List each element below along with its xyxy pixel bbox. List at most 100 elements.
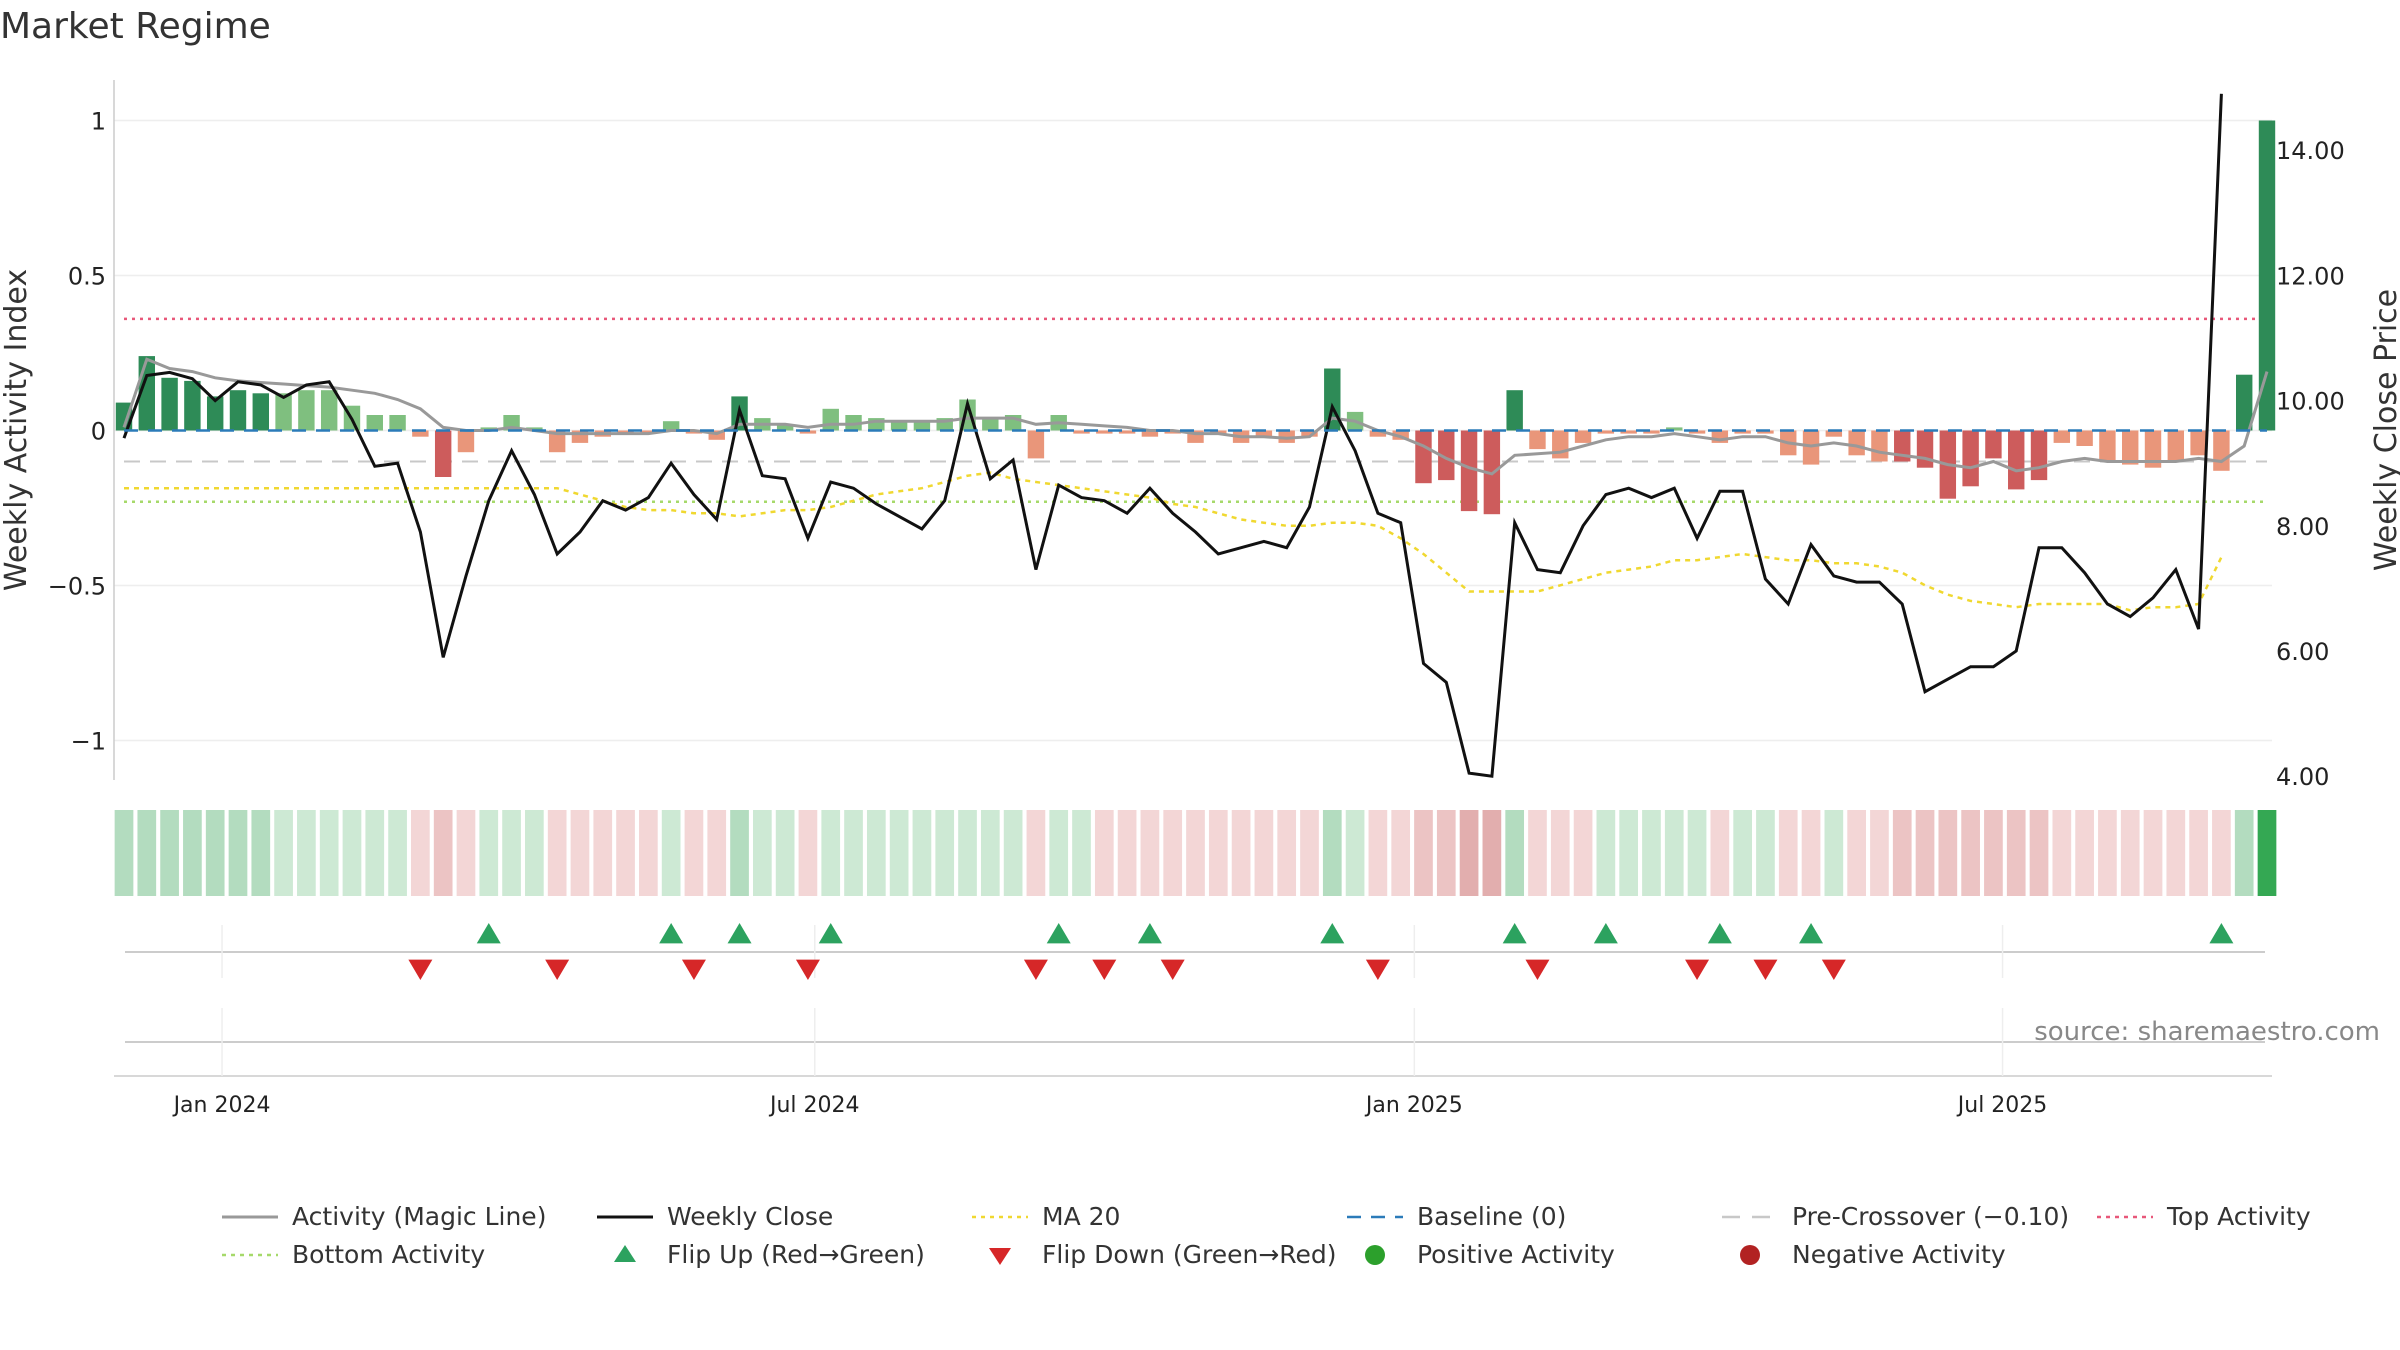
activity-bar xyxy=(434,430,452,477)
magic-line xyxy=(122,357,2269,476)
regime-cell xyxy=(1277,810,1297,896)
regime-cell xyxy=(525,810,544,896)
regime-cell xyxy=(1391,810,1411,896)
regime-cell xyxy=(479,810,499,896)
activity-bar xyxy=(1460,430,1478,512)
regime-cell xyxy=(365,810,385,896)
regime-cell xyxy=(1778,810,1798,896)
activity-bar xyxy=(1210,430,1227,434)
activity-bars xyxy=(115,120,2276,515)
flip-up-marker xyxy=(2209,923,2234,944)
date-tick-label: Jul 2024 xyxy=(768,1093,860,1118)
activity-bar xyxy=(320,390,338,431)
flip-up-marker xyxy=(1799,923,1824,944)
regime-cell xyxy=(433,810,453,896)
regime-cell xyxy=(1414,810,1433,896)
regime-cell xyxy=(616,810,635,896)
right-axis-ticks: 14.00 12.00 10.00 8.00 6.00 4.00 xyxy=(2276,137,2345,791)
regime-cell xyxy=(935,810,955,896)
left-tick-label: 1 xyxy=(91,108,106,136)
regime-cell xyxy=(228,810,248,896)
activity-bar xyxy=(1916,430,1934,468)
flip-panel xyxy=(125,923,2265,980)
regime-cell xyxy=(1801,810,1821,896)
source-text: source: sharemaestro.com xyxy=(2034,1017,2380,1047)
activity-bar xyxy=(275,393,292,431)
regime-cell xyxy=(456,810,476,896)
activity-bar xyxy=(1962,430,1979,487)
regime-cell xyxy=(2120,810,2140,896)
regime-cell xyxy=(1208,810,1228,896)
legend-item: MA 20 xyxy=(972,1202,1120,1231)
regime-cell xyxy=(160,810,179,896)
regime-cell xyxy=(502,810,521,896)
activity-bar xyxy=(1141,430,1159,437)
regime-cell xyxy=(2143,810,2163,896)
regime-cell xyxy=(707,810,727,896)
legend-swatch xyxy=(989,1248,1011,1265)
activity-bar xyxy=(640,430,657,434)
activity-bar xyxy=(2053,430,2071,443)
regime-cell xyxy=(319,810,339,896)
regime-cell xyxy=(1687,810,1707,896)
regime-cell xyxy=(2166,810,2186,896)
activity-bar xyxy=(982,418,999,431)
flip-down-marker xyxy=(545,959,570,980)
flip-down-marker xyxy=(681,959,706,980)
legend-swatch xyxy=(1740,1245,1760,1265)
regime-cell xyxy=(183,810,202,896)
legend-item: Negative Activity xyxy=(1740,1240,2006,1269)
flip-up-marker xyxy=(1046,923,1071,944)
activity-bar xyxy=(229,390,247,431)
flip-up-marker xyxy=(1707,923,1732,944)
legend-item: Positive Activity xyxy=(1365,1240,1615,1269)
regime-cell xyxy=(1459,810,1479,896)
regime-cell xyxy=(661,810,681,896)
activity-bar xyxy=(1985,430,2002,459)
legend-item: Flip Up (Red→Green) xyxy=(614,1240,925,1269)
regime-cell xyxy=(2098,810,2117,896)
flip-down-marker xyxy=(408,959,433,980)
regime-cell xyxy=(2212,810,2231,896)
regime-cell xyxy=(1733,810,1752,896)
regime-cell xyxy=(251,810,271,896)
regime-cell xyxy=(1756,810,1775,896)
regime-cell xyxy=(1892,810,1912,896)
series-lines xyxy=(122,93,2269,778)
regime-cell xyxy=(1528,810,1547,896)
regime-cell xyxy=(752,810,772,896)
regime-cell xyxy=(730,810,749,896)
activity-bar xyxy=(298,390,315,431)
activity-bar xyxy=(412,430,429,437)
regime-cell xyxy=(1049,810,1069,896)
activity-bar xyxy=(913,421,931,431)
regime-cell xyxy=(342,810,362,896)
activity-bar xyxy=(366,415,383,431)
flip-down-marker xyxy=(1092,959,1117,980)
regime-cell xyxy=(1163,810,1183,896)
regime-cell xyxy=(1322,810,1342,896)
threshold-lines xyxy=(124,317,2267,504)
legend-label: Weekly Close xyxy=(667,1202,833,1231)
left-axis-label: Weekly Activity Index xyxy=(0,269,34,591)
activity-bar xyxy=(2144,430,2162,468)
activity-bar xyxy=(1096,430,1113,434)
activity-bar xyxy=(2099,430,2116,462)
flip-down-marker xyxy=(795,959,820,980)
flip-up-marker xyxy=(818,923,843,944)
activity-bar xyxy=(776,424,794,431)
activity-bar xyxy=(1643,430,1660,434)
activity-bar xyxy=(1255,430,1273,437)
regime-cell xyxy=(297,810,316,896)
regime-cell xyxy=(1984,810,2003,896)
right-axis-label: Weekly Close Price xyxy=(2369,289,2400,571)
regime-cell xyxy=(2234,810,2254,896)
activity-bar xyxy=(1757,430,1774,434)
regime-cell xyxy=(388,810,407,896)
activity-bar xyxy=(2076,430,2093,446)
activity-bar xyxy=(1529,430,1546,450)
regime-cell xyxy=(1550,810,1570,896)
activity-bar xyxy=(822,408,839,431)
regime-cell xyxy=(1231,810,1251,896)
